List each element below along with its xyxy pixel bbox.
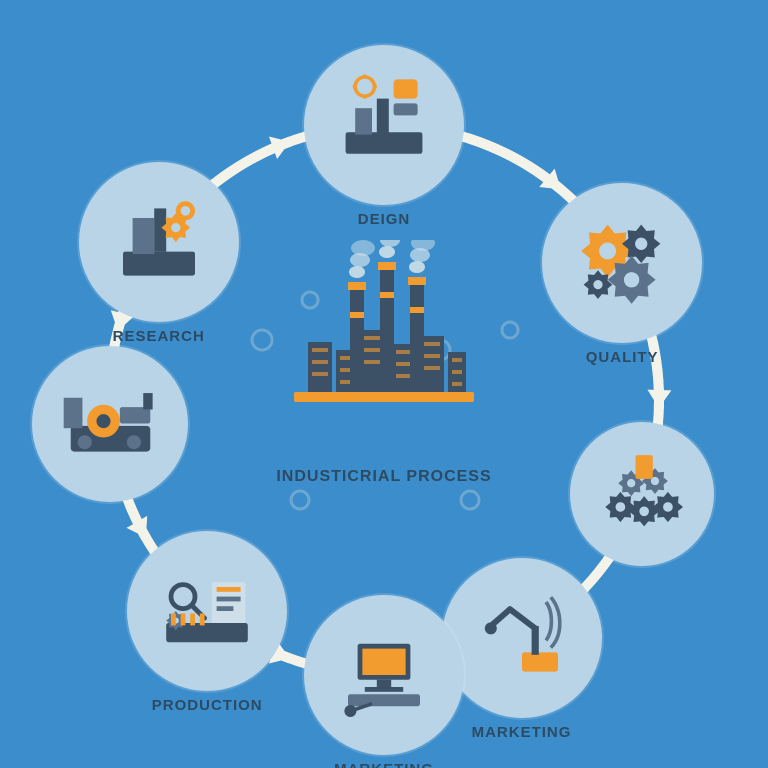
infographic-canvas: INDUSTICRIAL PROCESS DEIGN QUALITY MARKETI… — [0, 0, 768, 768]
lab-icon — [147, 551, 267, 671]
cycle-node-marketing_b — [304, 595, 464, 755]
gears2-icon — [588, 440, 696, 548]
robot-icon — [462, 578, 582, 698]
cycle-node-design — [304, 45, 464, 205]
machine-icon — [99, 182, 219, 302]
cycle-node-research — [79, 162, 239, 322]
center-title: INDUSTICRIAL PROCESS — [276, 468, 491, 486]
node-label-production: PRODUCTION — [152, 697, 263, 714]
gears-icon — [562, 203, 682, 323]
cycle-node-intake — [32, 346, 188, 502]
computer-icon — [324, 615, 444, 735]
cycle-node-marketing_r — [442, 558, 602, 718]
node-label-research: RESEARCH — [113, 328, 205, 345]
pump-icon — [52, 365, 169, 482]
node-label-marketing_r: MARKETING — [472, 724, 572, 741]
node-label-design: DEIGN — [358, 211, 411, 228]
node-label-quality: QUALITY — [586, 349, 659, 366]
node-label-marketing_b: MARKETING — [334, 761, 434, 768]
design-icon — [324, 65, 444, 185]
center-factory-icon — [284, 240, 484, 410]
cycle-node-production — [127, 531, 287, 691]
cycle-node-quality — [542, 183, 702, 343]
cycle-node-machining — [570, 422, 714, 566]
